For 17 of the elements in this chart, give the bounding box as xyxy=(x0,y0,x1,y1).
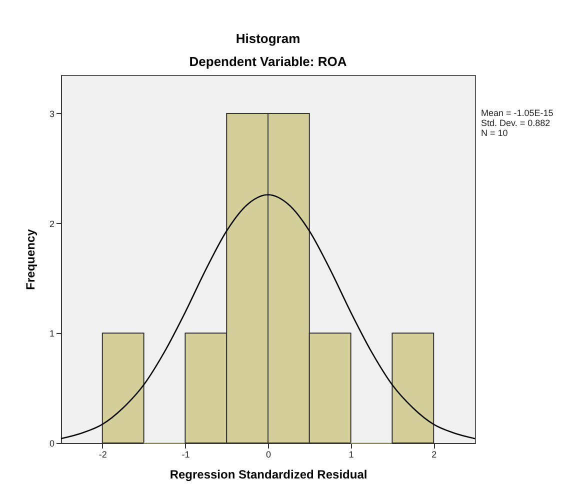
x-axis-title: Regression Standardized Residual xyxy=(170,468,368,482)
y-tick-label: 1 xyxy=(49,328,54,339)
y-tick-label: 3 xyxy=(49,108,54,119)
y-tick-label: 0 xyxy=(49,438,54,448)
y-tick-label: 2 xyxy=(49,218,54,229)
text: N = 10 xyxy=(481,128,508,138)
chart-subtitle: Dependent Variable: ROA xyxy=(189,54,348,69)
text: Mean = -1.05E-15 xyxy=(481,108,554,118)
x-tick-label: -1 xyxy=(182,450,190,460)
y-axis-title: Frequency xyxy=(23,228,38,290)
line-series xyxy=(60,194,476,440)
chart-title: Histogram xyxy=(236,31,300,46)
x-tick-label: 0 xyxy=(266,450,272,460)
x-tick-label: 1 xyxy=(348,450,354,460)
x-tick-label: 2 xyxy=(432,450,437,460)
x-tick-label: -2 xyxy=(98,450,107,460)
text: Std. Dev. = 0.882 xyxy=(481,118,550,128)
